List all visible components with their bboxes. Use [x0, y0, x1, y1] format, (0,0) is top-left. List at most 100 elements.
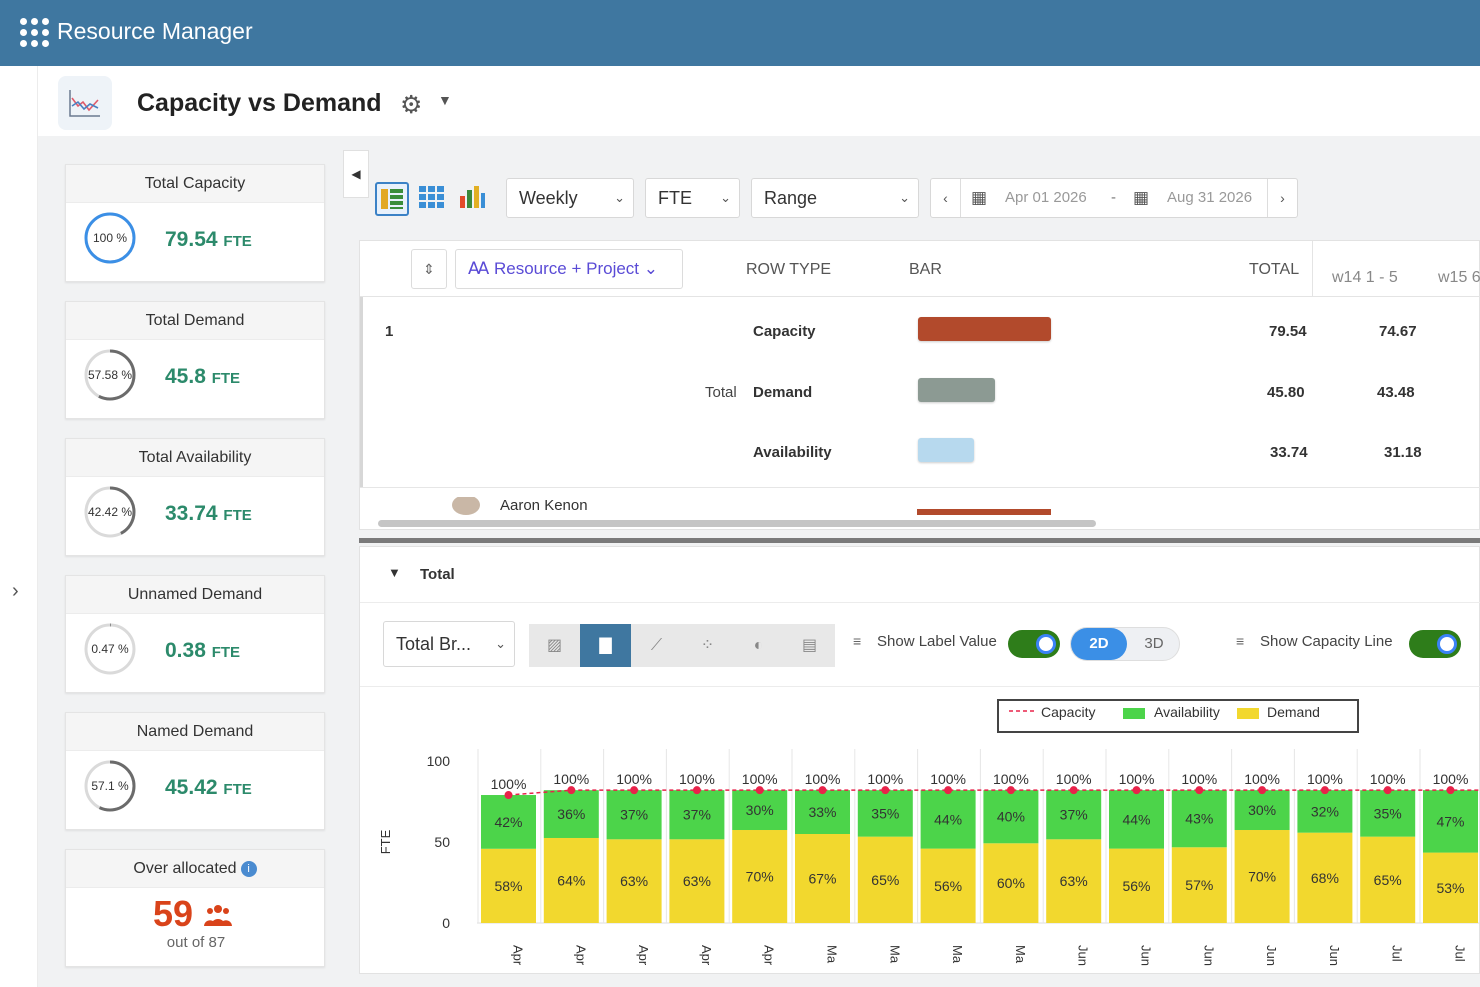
stacked-bar-chart: FTE 0 50 100 58% 42% 100% Apr 64% 36% 100% Apr 63% 37… — [378, 749, 1480, 966]
bar-demand[interactable] — [1234, 830, 1290, 923]
capacity-point[interactable] — [1006, 786, 1015, 795]
chart-section-title: Total — [420, 566, 455, 583]
date-to[interactable]: Aug 31 2026 — [1167, 189, 1253, 206]
area-chart-icon[interactable]: ▨ — [529, 624, 580, 667]
capacity-point[interactable] — [1383, 786, 1392, 795]
bar-availability[interactable] — [1423, 790, 1478, 853]
scatter-chart-icon[interactable]: ⁘ — [682, 624, 733, 667]
bar-availability[interactable] — [543, 790, 599, 838]
bar-demand[interactable] — [606, 839, 662, 923]
table-row[interactable]: Aaron Kenon — [360, 497, 1480, 515]
bar-demand[interactable] — [1046, 839, 1102, 923]
x-tick-label: Ma — [887, 945, 902, 964]
capacity-point[interactable] — [1195, 786, 1204, 795]
bar-demand[interactable] — [1423, 852, 1478, 923]
collapse-panel-button[interactable]: ◀ — [343, 150, 369, 198]
bar-demand[interactable] — [795, 833, 850, 923]
bar-availability[interactable] — [481, 795, 536, 849]
overallocated-sub: out of 87 — [166, 934, 226, 951]
bar-demand[interactable] — [1360, 836, 1416, 923]
settings-dropdown-icon[interactable]: ▼ — [438, 92, 452, 108]
col-bar[interactable]: BAR — [909, 261, 942, 278]
demand-data-label: 63% — [683, 873, 711, 889]
demand-data-label: 56% — [934, 878, 962, 894]
bar-demand[interactable] — [732, 830, 788, 923]
bar-availability[interactable] — [606, 790, 662, 840]
grouping-select[interactable]: Ꜳ Resource + Project ⌄ — [455, 249, 683, 289]
stacked-area-icon[interactable]: ▤ — [784, 624, 835, 667]
bar-demand[interactable] — [983, 843, 1039, 923]
expand-collapse-icon[interactable]: ⇕ — [411, 249, 447, 289]
capacity-point[interactable] — [630, 786, 639, 795]
availability-data-label: 30% — [746, 802, 774, 818]
horizontal-scrollbar[interactable] — [378, 520, 1096, 527]
bar-availability[interactable] — [1046, 790, 1102, 840]
unit-select[interactable]: FTE ⌄ — [645, 178, 740, 218]
expand-chevron-icon[interactable]: › — [12, 580, 19, 602]
range-select[interactable]: Range ⌄ — [751, 178, 919, 218]
mode-2d-button[interactable]: 2D — [1071, 628, 1127, 660]
bar-demand[interactable] — [1171, 847, 1227, 923]
table-chart-view-button[interactable] — [375, 182, 409, 216]
bar-demand[interactable] — [669, 839, 725, 923]
line-chart-icon[interactable]: ⟋ — [631, 624, 682, 667]
capacity-point[interactable] — [504, 791, 513, 800]
col-week-15[interactable]: w15 6 — [1438, 269, 1480, 286]
bar-demand[interactable] — [1297, 832, 1353, 923]
capacity-point[interactable] — [1132, 786, 1141, 795]
chart-section-header[interactable]: ▼ Total — [360, 547, 1480, 603]
date-from[interactable]: Apr 01 2026 — [1005, 189, 1087, 206]
dimension-toggle[interactable]: 2D 3D — [1070, 627, 1180, 661]
bar-availability[interactable] — [1109, 790, 1164, 849]
bar-demand[interactable] — [543, 837, 599, 923]
capacity-point[interactable] — [1258, 786, 1267, 795]
col-total[interactable]: TOTAL — [1249, 261, 1300, 278]
col-row-type[interactable]: ROW TYPE — [746, 261, 832, 278]
chart-view-button[interactable] — [457, 182, 491, 216]
period-select[interactable]: Weekly ⌄ — [506, 178, 634, 218]
show-label-value-toggle[interactable] — [1008, 630, 1060, 658]
bar-availability[interactable] — [732, 790, 788, 831]
next-period-icon[interactable]: › — [1267, 179, 1297, 217]
bar-availability[interactable] — [1234, 790, 1290, 831]
capacity-point[interactable] — [1446, 786, 1455, 795]
bar-chart-icon[interactable]: ▇ — [580, 624, 631, 667]
bar-availability[interactable] — [669, 790, 725, 840]
bar-availability[interactable] — [1360, 790, 1416, 837]
info-icon[interactable]: i — [240, 861, 257, 877]
mode-3d-button[interactable]: 3D — [1144, 635, 1164, 652]
col-week-14[interactable]: w14 1 - 5 — [1332, 269, 1398, 286]
capacity-point[interactable] — [1069, 786, 1078, 795]
settings-gear-icon[interactable]: ⚙ — [400, 91, 423, 119]
capacity-point[interactable] — [1320, 786, 1329, 795]
bar-demand[interactable] — [1109, 848, 1164, 923]
bar-availability[interactable] — [920, 790, 976, 849]
chart-select[interactable]: Total Br... ⌄ — [383, 621, 515, 667]
collapse-caret-icon[interactable]: ▼ — [388, 565, 401, 580]
capacity-point[interactable] — [692, 786, 701, 795]
bar-demand[interactable] — [481, 848, 536, 923]
bar-demand[interactable] — [857, 836, 913, 923]
capacity-point[interactable] — [818, 786, 827, 795]
bar-availability[interactable] — [983, 790, 1039, 844]
capacity-point[interactable] — [944, 786, 953, 795]
calendar-icon[interactable]: ▦ — [971, 188, 988, 207]
show-capacity-line-toggle[interactable] — [1409, 630, 1461, 658]
bar-availability[interactable] — [857, 790, 913, 837]
bar-availability[interactable] — [795, 790, 850, 834]
bar-availability[interactable] — [1297, 790, 1353, 833]
bar-demand[interactable] — [920, 848, 976, 923]
capacity-point[interactable] — [755, 786, 764, 795]
kpi-title: Total Availability — [66, 439, 324, 477]
calendar-icon[interactable]: ▦ — [1133, 188, 1150, 207]
kpi-ring: 100 % — [84, 212, 136, 264]
grid-view-button[interactable] — [416, 182, 450, 216]
app-grid-icon[interactable] — [20, 18, 50, 48]
prev-period-icon[interactable]: ‹ — [931, 179, 961, 217]
date-separator: - — [1111, 189, 1116, 206]
capacity-point[interactable] — [567, 786, 576, 795]
pie-chart-icon[interactable]: ◐ — [733, 624, 784, 667]
bar-availability[interactable] — [1171, 790, 1227, 848]
capacity-point[interactable] — [881, 786, 890, 795]
kpi-unit: FTE — [211, 644, 241, 661]
